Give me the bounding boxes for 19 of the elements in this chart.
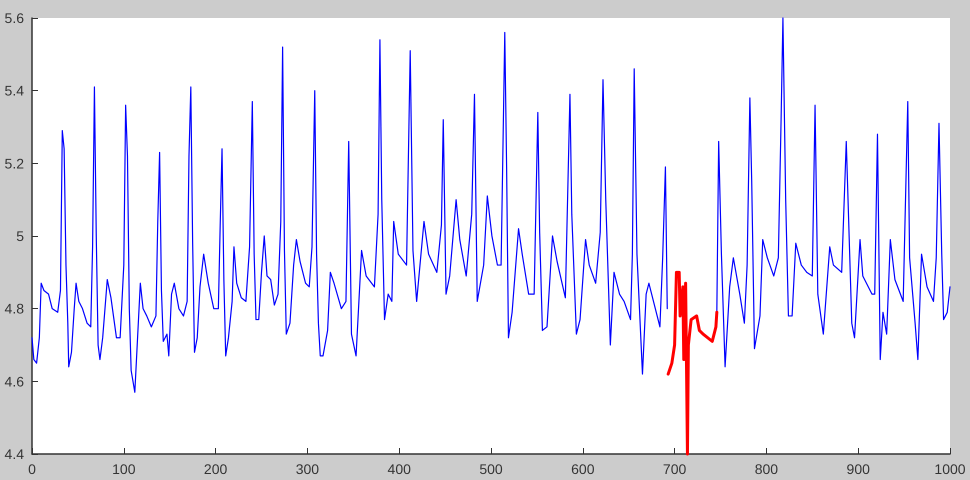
y-tick-label: 5.6	[4, 10, 24, 26]
y-tick-label: 5.4	[4, 82, 24, 99]
y-tick-label: 4.6	[4, 373, 24, 390]
x-tick-label: 300	[296, 461, 320, 477]
x-tick-label: 1000	[934, 461, 966, 477]
y-tick-label: 4.8	[4, 300, 24, 317]
x-tick-label: 800	[754, 461, 778, 477]
x-tick-label: 0	[28, 461, 36, 477]
x-tick-label: 600	[571, 461, 595, 477]
y-tick-label: 5.2	[4, 155, 24, 172]
y-tick-label: 5	[16, 228, 24, 244]
x-tick-label: 500	[479, 461, 503, 477]
x-tick-label: 200	[204, 461, 228, 477]
x-tick-label: 400	[388, 461, 412, 477]
x-tick-label: 700	[662, 461, 686, 477]
line-series	[666, 270, 718, 456]
x-tick-label: 100	[112, 461, 136, 477]
y-tick-label: 4.4	[4, 446, 24, 462]
x-tick-label: 900	[846, 461, 870, 477]
